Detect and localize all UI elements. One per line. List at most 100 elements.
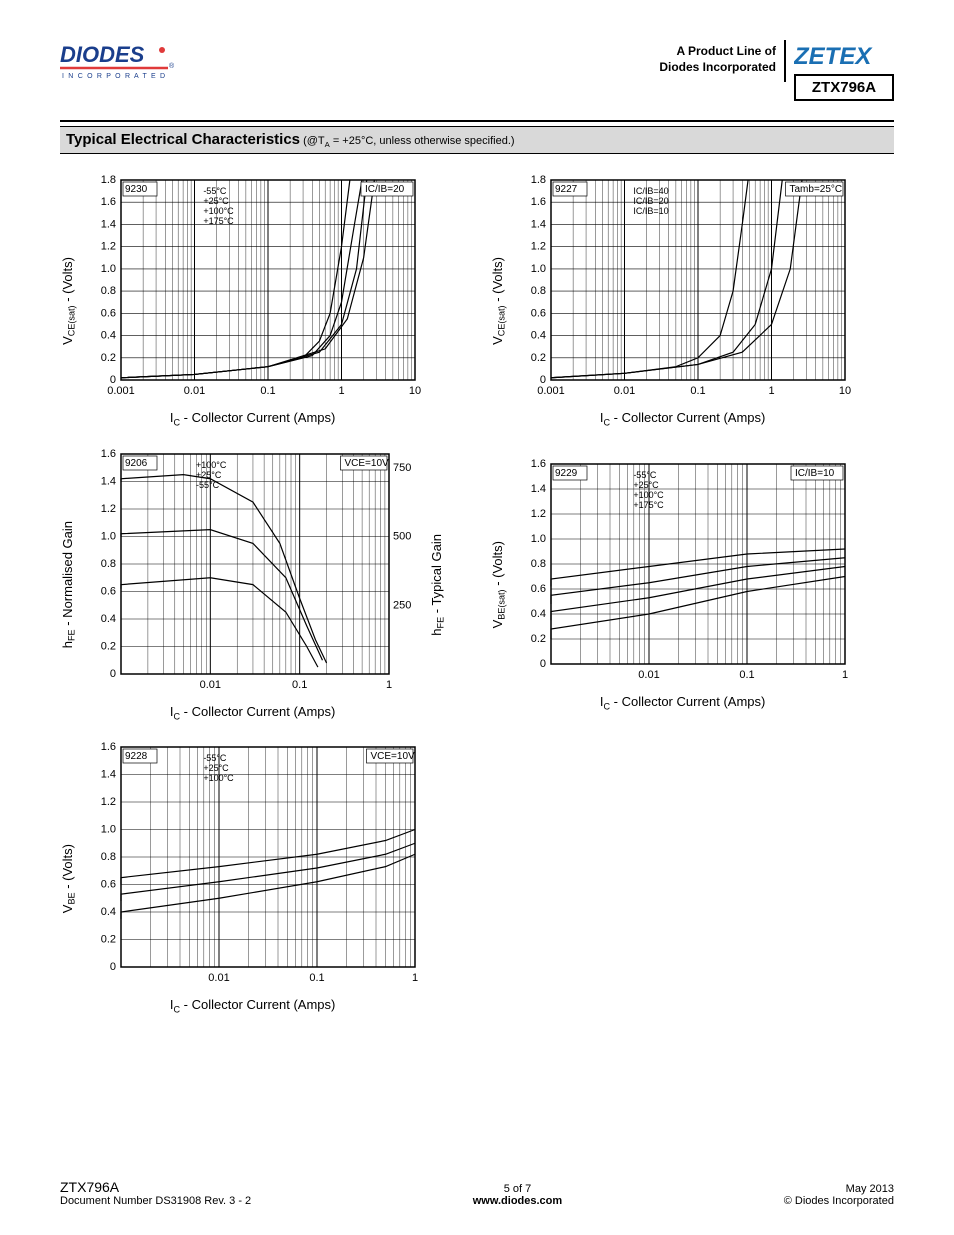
svg-text:0.1: 0.1 bbox=[739, 669, 754, 681]
svg-text:IC/IB=20: IC/IB=20 bbox=[365, 184, 405, 195]
svg-text:0.6: 0.6 bbox=[100, 585, 115, 597]
svg-text:1.4: 1.4 bbox=[100, 769, 115, 781]
svg-text:IC/IB=10: IC/IB=10 bbox=[795, 468, 835, 479]
svg-text:250: 250 bbox=[393, 599, 411, 611]
svg-text:+25°C: +25°C bbox=[196, 470, 222, 480]
svg-text:0.6: 0.6 bbox=[100, 308, 115, 320]
svg-text:-55°C: -55°C bbox=[203, 753, 227, 763]
svg-text:-55°C: -55°C bbox=[633, 470, 657, 480]
chart-vbesat: VBE(sat) - (Volts) 0.010.1100.20.40.60.8… bbox=[490, 448, 920, 722]
svg-text:0: 0 bbox=[109, 374, 115, 386]
svg-text:1.6: 1.6 bbox=[530, 458, 545, 470]
svg-text:0: 0 bbox=[539, 658, 545, 670]
svg-text:0.2: 0.2 bbox=[100, 934, 115, 946]
svg-text:0.2: 0.2 bbox=[530, 352, 545, 364]
svg-text:Tamb=25°C: Tamb=25°C bbox=[789, 184, 842, 195]
page-footer: ZTX796A Document Number DS31908 Rev. 3 -… bbox=[60, 1179, 894, 1207]
plot-vbe: 0.010.1100.20.40.60.81.01.21.41.69228VCE… bbox=[83, 741, 423, 991]
svg-text:10: 10 bbox=[408, 385, 420, 397]
svg-text:1: 1 bbox=[338, 385, 344, 397]
svg-text:0.001: 0.001 bbox=[107, 385, 135, 397]
svg-text:1.6: 1.6 bbox=[100, 448, 115, 460]
svg-text:0.1: 0.1 bbox=[309, 972, 324, 984]
svg-text:IC/IB=10: IC/IB=10 bbox=[633, 206, 668, 216]
tagline-line1: A Product Line of bbox=[676, 44, 776, 58]
svg-text:1.8: 1.8 bbox=[100, 174, 115, 186]
svg-text:9206: 9206 bbox=[125, 458, 148, 469]
footer-part: ZTX796A bbox=[60, 1179, 251, 1195]
svg-text:0.6: 0.6 bbox=[530, 583, 545, 595]
svg-text:9227: 9227 bbox=[555, 184, 578, 195]
svg-text:0: 0 bbox=[539, 374, 545, 386]
svg-text:0.4: 0.4 bbox=[530, 608, 545, 620]
svg-text:1: 1 bbox=[768, 385, 774, 397]
svg-text:1.0: 1.0 bbox=[530, 533, 545, 545]
section-title-text: Typical Electrical Characteristics bbox=[66, 131, 300, 148]
svg-text:1: 1 bbox=[842, 669, 848, 681]
svg-text:+175°C: +175°C bbox=[633, 500, 664, 510]
svg-text:1.2: 1.2 bbox=[530, 508, 545, 520]
footer-docnum: Document Number DS31908 Rev. 3 - 2 bbox=[60, 1195, 251, 1207]
xlabel-vcesat-temp: IC - Collector Current (Amps) bbox=[170, 410, 336, 428]
svg-text:0.4: 0.4 bbox=[100, 330, 115, 342]
svg-text:0.2: 0.2 bbox=[100, 352, 115, 364]
xlabel-vbe: IC - Collector Current (Amps) bbox=[170, 997, 336, 1015]
ylabel-hfe-right: hFE - Typical Gain bbox=[429, 534, 446, 636]
ylabel-vcesat-ratio: VCE(sat) - (Volts) bbox=[490, 257, 507, 345]
svg-text:500: 500 bbox=[393, 530, 411, 542]
svg-text:1: 1 bbox=[412, 972, 418, 984]
svg-text:0.01: 0.01 bbox=[208, 972, 229, 984]
svg-text:VCE=10V: VCE=10V bbox=[344, 458, 389, 469]
svg-text:ZETEX: ZETEX bbox=[794, 43, 873, 70]
svg-text:0.6: 0.6 bbox=[530, 308, 545, 320]
svg-text:0.1: 0.1 bbox=[292, 679, 307, 691]
svg-text:VCE=10V: VCE=10V bbox=[370, 751, 415, 762]
svg-text:9230: 9230 bbox=[125, 184, 148, 195]
tagline-line2: Diodes Incorporated bbox=[659, 60, 776, 74]
chart-vbe: VBE - (Volts) 0.010.1100.20.40.60.81.01.… bbox=[60, 741, 490, 1015]
svg-text:0.1: 0.1 bbox=[690, 385, 705, 397]
plot-vbesat: 0.010.1100.20.40.60.81.01.21.41.69229IC/… bbox=[513, 458, 853, 688]
svg-text:0.01: 0.01 bbox=[183, 385, 204, 397]
xlabel-hfe: IC - Collector Current (Amps) bbox=[170, 704, 336, 722]
svg-text:+175°C: +175°C bbox=[203, 216, 234, 226]
svg-text:0.6: 0.6 bbox=[100, 879, 115, 891]
svg-text:9229: 9229 bbox=[555, 468, 578, 479]
svg-text:0.1: 0.1 bbox=[260, 385, 275, 397]
svg-text:1.4: 1.4 bbox=[530, 483, 545, 495]
svg-text:0: 0 bbox=[109, 961, 115, 973]
footer-copyright: © Diodes Incorporated bbox=[784, 1195, 894, 1207]
tagline: A Product Line of Diodes Incorporated bbox=[659, 44, 776, 75]
svg-text:+100°C: +100°C bbox=[203, 773, 234, 783]
svg-text:0.2: 0.2 bbox=[530, 633, 545, 645]
svg-text:0.8: 0.8 bbox=[530, 285, 545, 297]
ylabel-hfe-left: hFE - Normalised Gain bbox=[60, 521, 77, 648]
svg-text:1.6: 1.6 bbox=[530, 196, 545, 208]
svg-text:1.0: 1.0 bbox=[100, 530, 115, 542]
svg-text:+25°C: +25°C bbox=[633, 480, 659, 490]
svg-text:1.2: 1.2 bbox=[100, 241, 115, 253]
svg-text:1.4: 1.4 bbox=[100, 475, 115, 487]
svg-text:+25°C: +25°C bbox=[203, 763, 229, 773]
svg-text:1.0: 1.0 bbox=[530, 263, 545, 275]
svg-text:0.8: 0.8 bbox=[530, 558, 545, 570]
chart-vcesat-ratio: VCE(sat) - (Volts) 0.0010.010.111000.20.… bbox=[490, 174, 920, 428]
footer-page: 5 of 7 bbox=[473, 1183, 562, 1195]
svg-text:0.8: 0.8 bbox=[100, 851, 115, 863]
footer-date: May 2013 bbox=[784, 1183, 894, 1195]
xlabel-vcesat-ratio: IC - Collector Current (Amps) bbox=[600, 410, 766, 428]
svg-text:1.2: 1.2 bbox=[100, 796, 115, 808]
page-header: DIODES I N C O R P O R A T E D ® A Produ… bbox=[60, 40, 894, 120]
ylabel-vbe: VBE - (Volts) bbox=[60, 844, 77, 913]
svg-text:-55°C: -55°C bbox=[203, 186, 227, 196]
svg-text:10: 10 bbox=[838, 385, 850, 397]
svg-text:I N C O R P O R A T E D: I N C O R P O R A T E D bbox=[62, 73, 166, 80]
chart-vcesat-temp: VCE(sat) - (Volts) 0.0010.010.111000.20.… bbox=[60, 174, 490, 428]
svg-text:-55°C: -55°C bbox=[196, 480, 220, 490]
diodes-logo: DIODES I N C O R P O R A T E D ® bbox=[60, 40, 200, 80]
footer-url: www.diodes.com bbox=[473, 1195, 562, 1207]
svg-text:®: ® bbox=[169, 62, 175, 70]
svg-text:0.001: 0.001 bbox=[537, 385, 565, 397]
chart-hfe: hFE - Normalised Gain 0.010.1100.20.40.6… bbox=[60, 448, 490, 722]
section-title: Typical Electrical Characteristics (@TA … bbox=[60, 126, 894, 154]
